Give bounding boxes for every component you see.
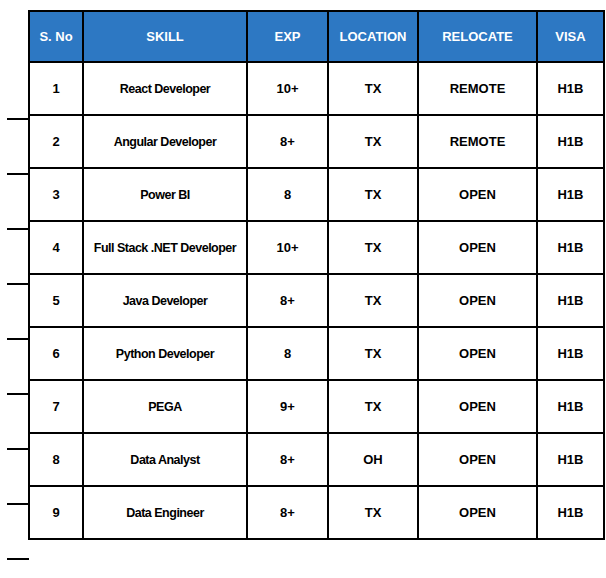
cell-skill: Full Stack .NET Developer [83,221,247,274]
table-body: 1React Developer10+TXREMOTEH1B2Angular D… [29,62,604,539]
jobs-table: S. No SKILL EXP LOCATION RELOCATE VISA 1… [28,10,605,540]
cell-location: TX [328,380,418,433]
header-row: S. No SKILL EXP LOCATION RELOCATE VISA [29,11,604,62]
table-row: 9Data Engineer8+TXOPENH1B [29,486,604,539]
header-visa: VISA [537,11,604,62]
cell-location: TX [328,486,418,539]
cell-relocate: REMOTE [418,62,537,115]
cell-exp: 8+ [247,274,328,327]
cell-sno: 7 [29,380,83,433]
cell-location: TX [328,221,418,274]
table-row: 8Data Analyst8+OHOPENH1B [29,433,604,486]
cell-visa: H1B [537,433,604,486]
cell-exp: 10+ [247,221,328,274]
cell-sno: 4 [29,221,83,274]
row-border-overhang [7,338,29,340]
cell-location: TX [328,327,418,380]
table-row: 4Full Stack .NET Developer10+TXOPENH1B [29,221,604,274]
row-border-overhang [7,503,29,505]
cell-skill: Data Analyst [83,433,247,486]
row-border-overhang [7,448,29,450]
cell-skill: Angular Developer [83,115,247,168]
cell-exp: 8+ [247,486,328,539]
page: S. No SKILL EXP LOCATION RELOCATE VISA 1… [0,0,606,578]
cell-location: TX [328,62,418,115]
row-border-overhang [7,228,29,230]
cell-exp: 8 [247,168,328,221]
cell-visa: H1B [537,486,604,539]
header-location: LOCATION [328,11,418,62]
cell-skill: Data Engineer [83,486,247,539]
cell-exp: 8+ [247,115,328,168]
table-row: 2Angular Developer8+TXREMOTEH1B [29,115,604,168]
row-border-overhang [7,118,29,120]
cell-visa: H1B [537,327,604,380]
cell-location: TX [328,274,418,327]
cell-visa: H1B [537,115,604,168]
table-row: 5Java Developer8+TXOPENH1B [29,274,604,327]
cell-location: TX [328,115,418,168]
cell-sno: 6 [29,327,83,380]
cell-sno: 9 [29,486,83,539]
cell-location: TX [328,168,418,221]
cell-visa: H1B [537,274,604,327]
cell-skill: PEGA [83,380,247,433]
header-skill: SKILL [83,11,247,62]
table-row: 3Power BI8TXOPENH1B [29,168,604,221]
cell-exp: 9+ [247,380,328,433]
cell-location: OH [328,433,418,486]
cell-visa: H1B [537,62,604,115]
cell-sno: 1 [29,62,83,115]
row-border-overhang [7,558,29,560]
cell-exp: 8+ [247,433,328,486]
cell-relocate: REMOTE [418,115,537,168]
table-row: 6Python Developer8TXOPENH1B [29,327,604,380]
cell-relocate: OPEN [418,380,537,433]
row-border-overhang [7,393,29,395]
cell-sno: 3 [29,168,83,221]
cell-relocate: OPEN [418,433,537,486]
cell-sno: 5 [29,274,83,327]
cell-relocate: OPEN [418,221,537,274]
cell-relocate: OPEN [418,486,537,539]
cell-skill: Python Developer [83,327,247,380]
cell-skill: Java Developer [83,274,247,327]
cell-skill: React Developer [83,62,247,115]
row-border-overhang [7,173,29,175]
cell-sno: 8 [29,433,83,486]
cell-relocate: OPEN [418,168,537,221]
row-border-overhang [7,283,29,285]
header-sno: S. No [29,11,83,62]
cell-visa: H1B [537,221,604,274]
cell-relocate: OPEN [418,327,537,380]
table-row: 7PEGA9+TXOPENH1B [29,380,604,433]
cell-sno: 2 [29,115,83,168]
table-row: 1React Developer10+TXREMOTEH1B [29,62,604,115]
cell-exp: 10+ [247,62,328,115]
cell-exp: 8 [247,327,328,380]
cell-relocate: OPEN [418,274,537,327]
cell-skill: Power BI [83,168,247,221]
header-exp: EXP [247,11,328,62]
header-relocate: RELOCATE [418,11,537,62]
cell-visa: H1B [537,380,604,433]
cell-visa: H1B [537,168,604,221]
